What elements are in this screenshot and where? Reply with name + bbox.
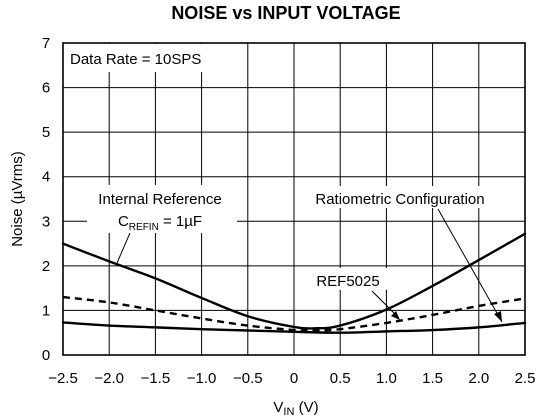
- y-tick-labels: 0 1 2 3 4 5 6 7: [42, 35, 50, 364]
- y-tick-label: 1: [42, 302, 50, 319]
- ref5025-arrowhead: [391, 311, 400, 320]
- internal-reference-label: Internal Reference: [98, 191, 221, 208]
- x-axis-label: VIN (V): [273, 399, 318, 418]
- x-tick-label: −1.5: [141, 370, 171, 387]
- x-tick-label: 0: [290, 370, 298, 387]
- ratiometric-label: Ratiometric Configuration: [315, 191, 484, 208]
- x-tick-label: −2.5: [48, 370, 78, 387]
- series-lines: [61, 232, 527, 334]
- x-tick-label: 2.5: [515, 370, 536, 387]
- x-tick-label: 2.0: [468, 370, 489, 387]
- y-tick-label: 3: [42, 213, 50, 230]
- ref5025-label-bg: [308, 268, 388, 290]
- y-tick-label: 6: [42, 80, 50, 97]
- refin-capacitor-label: CREFIN = 1µF: [118, 213, 202, 233]
- x-tick-label: 1.0: [376, 370, 397, 387]
- x-tick-label: −0.5: [233, 370, 263, 387]
- ratiometric-leader: [437, 208, 503, 323]
- data-rate-annotation: Data Rate = 10SPS: [70, 51, 201, 68]
- x-tick-label: 1.5: [422, 370, 443, 387]
- series-line-internal-reference: [61, 232, 527, 330]
- ref5025-label: REF5025: [316, 273, 379, 290]
- internal-reference-label-bg: [87, 185, 237, 233]
- y-tick-label: 2: [42, 258, 50, 275]
- y-tick-label: 0: [42, 347, 50, 364]
- chart-title: NOISE vs INPUT VOLTAGE: [171, 3, 400, 23]
- x-tick-label: −2.0: [94, 370, 124, 387]
- y-tick-label: 5: [42, 124, 50, 141]
- x-tick-label: 0.5: [330, 370, 351, 387]
- data-rate-box: [64, 44, 234, 72]
- y-tick-label: 4: [42, 169, 50, 186]
- y-axis-label: Noise (µVrms): [9, 151, 26, 247]
- series-line-ref5025: [62, 295, 526, 332]
- y-tick-label: 7: [42, 35, 50, 52]
- x-tick-label: −1.0: [187, 370, 217, 387]
- ref5025-leader: [371, 290, 399, 318]
- x-tick-labels: −2.5 −2.0 −1.5 −1.0 −0.5 0 0.5 1.0 1.5 2.0 2.5: [48, 370, 535, 387]
- internal-reference-leader: [116, 232, 131, 264]
- ratiometric-arrowhead: [494, 311, 502, 322]
- series-line-ratiometric-configuration: [61, 321, 527, 334]
- ratiometric-label-bg: [300, 186, 502, 208]
- plot-frame: [62, 42, 526, 356]
